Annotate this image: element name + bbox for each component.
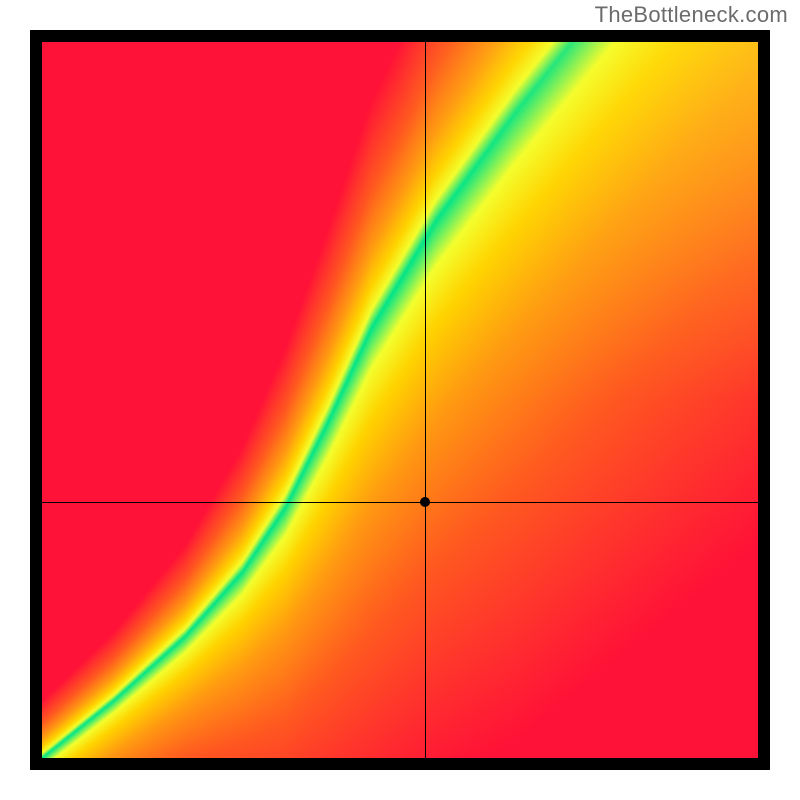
watermark-text: TheBottleneck.com (595, 2, 788, 28)
chart-frame (30, 30, 770, 770)
heatmap-plot (42, 42, 758, 758)
crosshair-horizontal (42, 502, 758, 503)
heatmap-canvas (42, 42, 758, 758)
marker-dot (420, 497, 430, 507)
chart-container: TheBottleneck.com (0, 0, 800, 800)
crosshair-vertical (425, 42, 426, 758)
